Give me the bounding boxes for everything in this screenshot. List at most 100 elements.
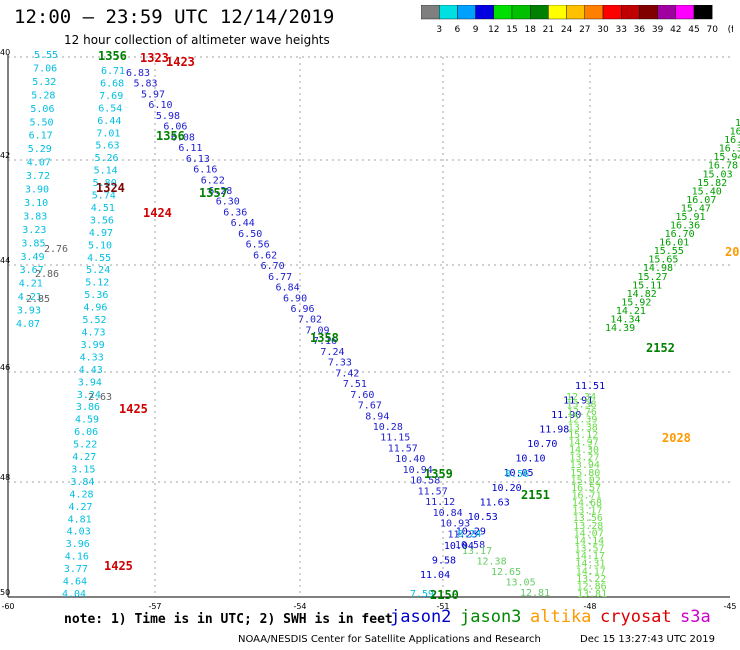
swh-value-mid-track: 3.99	[81, 340, 105, 351]
swh-value-right-lightgreen: 16.71	[572, 491, 602, 502]
swh-value-right-green: 16.70	[665, 229, 695, 240]
colorbar-swatch	[529, 5, 549, 20]
swh-value-right-lightgreen: 12.39	[567, 415, 597, 426]
lat-label: 46	[0, 363, 10, 372]
swh-value-right-track: 10.05	[503, 468, 533, 479]
swh-value-right-green: 14.34	[610, 314, 640, 325]
swh-value-right-lightgreen: 14.14	[574, 536, 604, 547]
swh-value-right-green: 15.82	[697, 178, 727, 189]
lat-label: 40	[0, 48, 10, 57]
lat-label: 42	[0, 151, 10, 160]
swh-value-diagonal-green: 12.65	[491, 567, 521, 578]
track-id-label: 1424	[143, 206, 172, 220]
swh-value-right-lightgreen: 13.94	[570, 460, 600, 471]
swh-value-right-track: 11.63	[480, 497, 510, 508]
swh-value-right-track: 10.20	[492, 483, 522, 494]
swh-value-right-track: 10.10	[515, 454, 545, 465]
swh-value-right-lightgreen: 14.31	[575, 559, 605, 570]
swh-value-left-track: 3.93	[17, 306, 41, 317]
swh-value-diagonal-track: 5.83	[133, 79, 157, 90]
colorbar-tick-label: 12	[488, 25, 499, 35]
colorbar-swatch	[421, 5, 440, 20]
swh-value-right-track: 10.70	[527, 439, 557, 450]
colorbar-tick-label: 3	[436, 25, 442, 35]
track-id-label: 2150	[430, 588, 459, 602]
swh-value-right-green: 14.39	[605, 323, 635, 334]
swh-value-diagonal-track: 6.70	[261, 261, 285, 272]
swh-value-diagonal-track: 6.10	[148, 100, 172, 111]
track-id-label: 1356	[156, 129, 185, 143]
swh-value-mid-gray: 2.63	[88, 392, 112, 403]
swh-value-mid-track: 3.86	[76, 402, 100, 413]
swh-value-diagonal-track: 10.40	[395, 454, 425, 465]
lon-label: -60	[1, 602, 14, 611]
swh-value-right-green: 14.82	[627, 289, 657, 300]
swh-value-diagonal-track: 11.15	[380, 433, 410, 444]
swh-value-right-lightgreen: 13.17	[572, 506, 602, 517]
swh-value-diagonal-track: 6.50	[238, 229, 262, 240]
track-id-label: 1423	[166, 55, 195, 69]
swh-value-mid-track: 4.97	[89, 228, 113, 239]
swh-value-right-cyan: 8.24	[458, 529, 482, 540]
swh-value-right-lightgreen: 14.17	[576, 566, 606, 577]
colorbar-tick-label: 6	[455, 25, 461, 35]
axis-labels: 40 42 44 46 48 50 -60 -57 -54 -51 -48 -45	[0, 48, 737, 611]
colorbar-tick-label: 39	[652, 25, 664, 35]
swh-value-mid-track: 6.71	[101, 66, 125, 77]
swh-value-right-lightgreen: 12.86	[577, 581, 607, 592]
colorbar-swatch	[602, 5, 622, 20]
colorbar-tick-label: 9	[473, 25, 479, 35]
swh-value-diagonal-track: 7.51	[343, 379, 367, 390]
swh-value-mid-track: 5.10	[88, 240, 112, 251]
colorbar-tick-label: 45	[688, 25, 699, 35]
swh-value-mid-track: 6.44	[97, 116, 121, 127]
legend-s3a: s3a	[680, 607, 711, 627]
swh-value-mid-track: 5.52	[82, 315, 106, 326]
swh-value-mid-track: 4.28	[69, 489, 93, 500]
swh-value-right-green: 16.01	[659, 238, 689, 249]
lon-label: -45	[723, 602, 736, 611]
swh-value-diagonal-green: 12.81	[520, 588, 550, 599]
swh-value-mid-track: 4.03	[67, 527, 91, 538]
colorbar-swatch	[566, 5, 586, 20]
swh-value-mid-track: 6.68	[100, 78, 124, 89]
swh-value-mid-track: 3.84	[70, 477, 94, 488]
swh-value-mid-track: 5.26	[95, 153, 119, 164]
swh-value-mid-track: 4.81	[68, 514, 92, 525]
swh-value-mid-track: 3.24	[77, 390, 101, 401]
swh-value-right-green: 15.92	[621, 297, 651, 308]
swh-value-right-lightgreen: 14.07	[574, 528, 604, 539]
swh-value-left-track: 5.06	[30, 104, 54, 115]
swh-value-diagonal-track: 11.57	[418, 486, 448, 497]
swh-value-left-track: 5.32	[32, 77, 56, 88]
swh-value-diagonal-track: 7.09	[305, 325, 329, 336]
colorbar-swatch	[657, 5, 677, 20]
swh-value-left-track: 3.67	[20, 265, 44, 276]
timestamp-text: Dec 15 13:27:43 UTC 2019	[580, 634, 715, 645]
colorbar-tick-label: 15	[506, 25, 517, 35]
swh-value-mid-track: 5.74	[92, 191, 116, 202]
swh-value-left-gray: 2.76	[44, 244, 68, 255]
swh-value-mid-track: 4.96	[83, 303, 107, 314]
swh-value-diagonal-track: 6.22	[201, 175, 225, 186]
swh-value-right-lightgreen: 14.97	[569, 437, 599, 448]
swh-value-left-track: 3.83	[23, 211, 47, 222]
colorbar-tick-label: 27	[579, 25, 590, 35]
swh-value-left-track: 5.29	[28, 144, 52, 155]
swh-value-right-green: 16.36	[670, 221, 700, 232]
swh-value-diagonal-track: 6.44	[231, 218, 255, 229]
swh-value-mid-track: 5.14	[94, 166, 118, 177]
swh-value-right-cyan: 8.56	[505, 469, 529, 480]
swh-value-right-green: 15.47	[681, 203, 711, 214]
swh-value-diagonal-track: 11.12	[425, 497, 455, 508]
swh-value-diagonal-track: 7.02	[298, 315, 322, 326]
swh-value-mid-track: 3.15	[71, 464, 95, 475]
swh-value-diagonal-track: 6.90	[283, 293, 307, 304]
swh-value-diagonal-track: 6.08	[171, 132, 195, 143]
colorbar-tick-label: 36	[634, 25, 646, 35]
swh-value-mid-track: 4.27	[72, 452, 96, 463]
colorbar-swatch	[511, 5, 531, 20]
colorbar-tick-label: 18	[524, 25, 536, 35]
swh-value-diagonal-track: 10.84	[433, 508, 463, 519]
